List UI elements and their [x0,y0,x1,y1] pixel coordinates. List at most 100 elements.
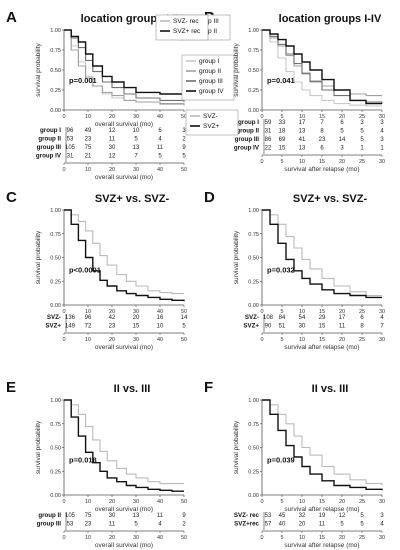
risk-value: 13 [299,129,306,135]
survival-curve-1 [64,209,185,302]
risk-axis-tick-label: 5 [280,337,283,343]
risk-value: 11 [319,522,326,528]
x-tick-label: 0 [62,114,65,120]
risk-axis-tick-label: 20 [109,167,115,173]
risk-value: 9 [182,145,186,151]
risk-axis-tick-label: 10 [299,159,305,165]
legend-label: SVZ- rec [173,18,199,25]
survival-curve-0 [262,29,382,107]
risk-value: 3 [340,146,344,152]
risk-axis-tick-label: 50 [181,167,187,173]
y-tick-label: 1.00 [50,398,61,404]
panel-letter: D [204,189,215,206]
risk-value: 53 [67,522,74,528]
risk-axis-tick-label: 30 [379,159,385,165]
risk-axis-tick-label: 10 [299,337,305,343]
legend-box [181,54,235,101]
risk-value: 40 [279,522,286,528]
risk-value: 5 [360,137,364,143]
risk-axis-tick-label: 0 [260,337,263,343]
risk-value: 4 [158,137,162,143]
risk-value: 18 [279,129,286,135]
survival-curve-1 [64,399,184,492]
risk-row-label: group I [40,127,61,134]
panel-title: II vs. III [312,383,349,395]
risk-row-label: group II [38,136,61,143]
panel-letter: F [204,379,213,396]
legend-label: SVZ+ rec [173,28,201,35]
risk-axis-label: overall survival (mo) [95,542,153,549]
panel-letter: A [6,9,17,26]
risk-axis-label: survival after relapse (mo) [284,542,359,549]
y-axis-label: survival probability [35,43,42,97]
risk-value: 13 [133,513,140,519]
x-tick-label: 30 [379,499,385,505]
risk-axis-tick-label: 50 [181,337,187,343]
y-tick-label: 0.00 [248,303,259,309]
y-axis-label: survival probability [233,43,240,97]
risk-axis-tick-label: 40 [157,535,163,541]
risk-value: 5 [340,129,344,135]
risk-value: 96 [67,128,74,134]
risk-value: 51 [279,324,286,330]
x-tick-label: 5 [280,309,283,315]
x-axis-label: overall survival (mo) [95,121,153,128]
x-tick-label: 15 [319,309,325,315]
survival-curve-2 [262,29,383,104]
risk-axis-tick-label: 0 [260,159,263,165]
risk-value: 90 [265,324,272,330]
panel-c: C SVZ+ vs. SVZ-survival probability 0.00 0.… [6,109,239,351]
risk-axis-tick-label: 0 [62,167,65,173]
risk-value: 33 [279,120,286,126]
risk-value: 5 [182,154,186,160]
risk-axis-tick-label: 20 [339,159,345,165]
panel-f: F II vs. III survival probability 0.00 0.25 0… [155,14,385,549]
risk-value: 11 [339,324,346,330]
risk-value: 6 [320,146,324,152]
risk-value: 10 [133,128,140,134]
panel-title: SVZ+ vs. SVZ- [95,193,170,205]
risk-value: 5 [360,513,364,519]
risk-axis-tick-label: 0 [62,337,65,343]
risk-value: 54 [299,315,306,321]
risk-row-label: group III [235,136,260,143]
risk-value: 136 [65,315,76,321]
risk-axis-tick-label: 10 [85,167,91,173]
legend-label: group III [199,78,223,85]
risk-value: 12 [109,128,116,134]
y-tick-label: 0.75 [50,422,61,428]
risk-value: 17 [339,315,346,321]
p-value: p=0.039 [267,456,295,465]
x-tick-label: 10 [85,114,91,120]
y-tick-label: 0.75 [50,232,61,238]
x-tick-label: 20 [109,114,115,120]
risk-value: 12 [109,154,116,160]
risk-value: 108 [263,315,274,321]
y-tick-label: 0.25 [248,279,259,285]
survival-curve-0 [64,399,184,485]
risk-value: 4 [380,129,384,135]
x-tick-label: 0 [62,309,65,315]
risk-axis-tick-label: 50 [181,535,187,541]
y-tick-label: 1.00 [248,398,259,404]
risk-row-label: SVZ- rec [234,512,260,519]
risk-axis-label: survival after relapse (mo) [284,344,359,351]
legend-box [185,109,239,136]
risk-axis-tick-label: 30 [133,337,139,343]
y-tick-label: 0.75 [248,422,259,428]
y-tick-label: 0.00 [50,108,61,114]
risk-value: 72 [85,324,92,330]
risk-row-label: group II [38,512,61,519]
risk-value: 53 [265,513,272,519]
x-tick-label: 5 [280,114,283,120]
risk-value: 7 [134,154,138,160]
risk-value: 32 [299,513,306,519]
y-tick-label: 1.00 [50,208,61,214]
risk-value: 31 [265,129,272,135]
x-tick-label: 40 [157,114,163,120]
legend-label: group II [199,68,221,75]
risk-axis-tick-label: 10 [85,337,91,343]
risk-value: 12 [339,513,346,519]
risk-value: 29 [319,315,326,321]
y-tick-label: 0.25 [50,88,61,94]
